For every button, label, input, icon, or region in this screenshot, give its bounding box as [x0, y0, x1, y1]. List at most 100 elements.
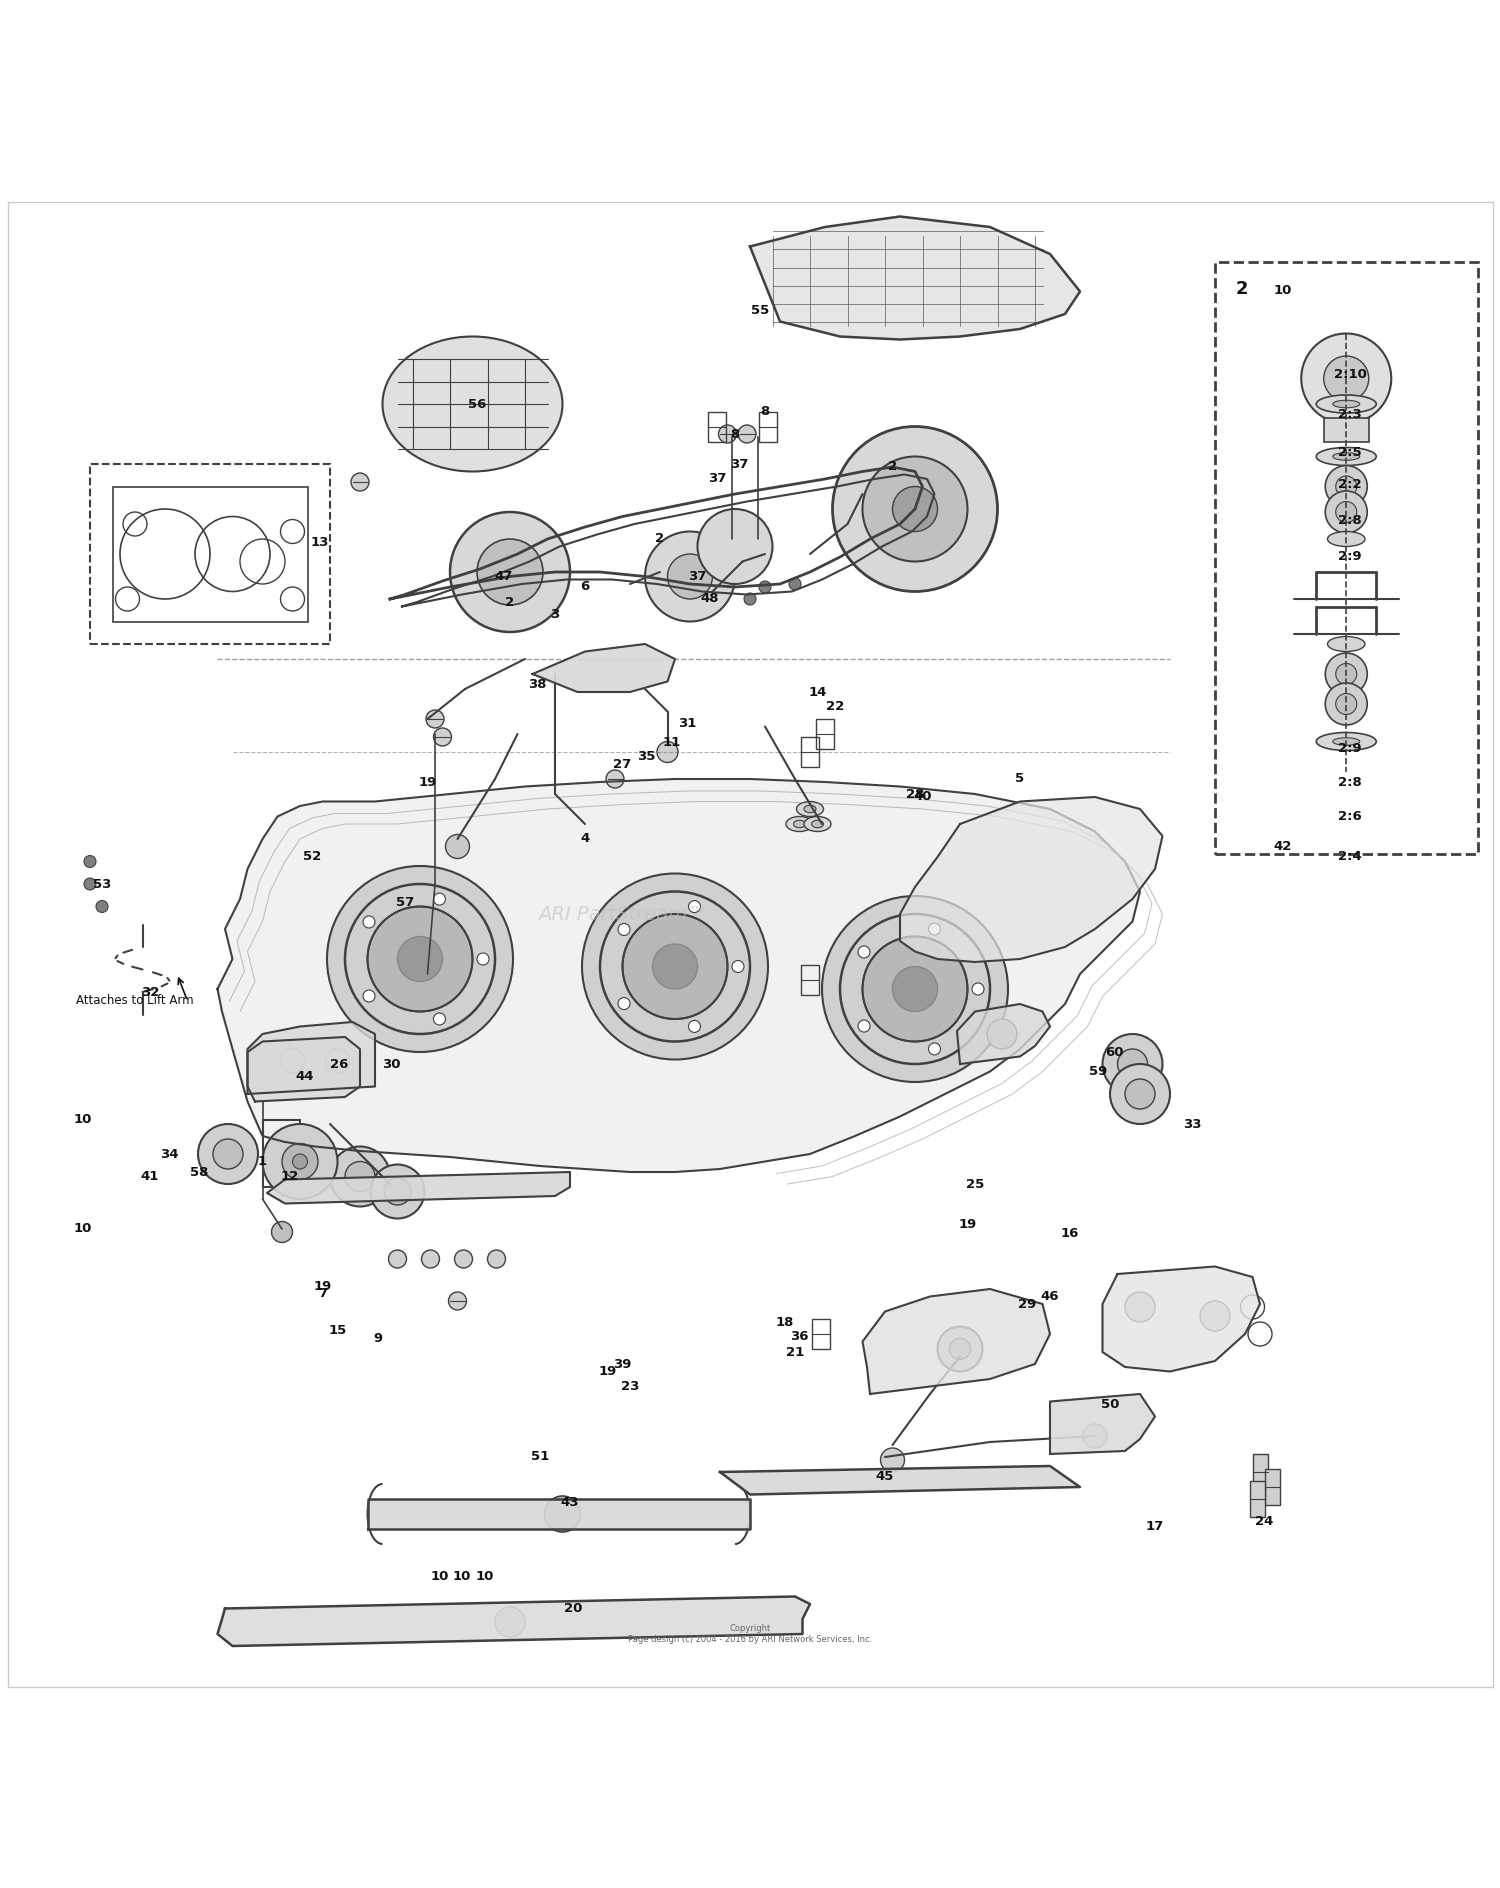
- Bar: [816, 719, 834, 750]
- Text: 2: 2: [888, 461, 897, 474]
- Bar: [759, 412, 777, 442]
- Polygon shape: [368, 1499, 750, 1529]
- Text: 20: 20: [564, 1603, 582, 1614]
- Text: 2: 2: [1236, 279, 1248, 298]
- Text: 2:10: 2:10: [1334, 368, 1366, 381]
- Polygon shape: [750, 217, 1080, 340]
- Text: 59: 59: [1089, 1065, 1107, 1078]
- Text: 2:3: 2:3: [1338, 408, 1362, 421]
- Text: 42: 42: [1274, 840, 1292, 853]
- Text: 9: 9: [374, 1333, 382, 1344]
- Text: 28: 28: [906, 787, 924, 801]
- Polygon shape: [957, 1004, 1050, 1065]
- Circle shape: [618, 997, 630, 1010]
- Text: 36: 36: [790, 1331, 808, 1344]
- Ellipse shape: [1317, 733, 1377, 751]
- Circle shape: [928, 923, 940, 935]
- Text: 48: 48: [700, 593, 718, 606]
- Bar: [708, 412, 726, 442]
- Text: 27: 27: [614, 757, 632, 770]
- Text: 21: 21: [786, 1346, 804, 1359]
- Circle shape: [688, 901, 700, 912]
- Ellipse shape: [1328, 532, 1365, 546]
- Text: 56: 56: [468, 398, 486, 410]
- Ellipse shape: [1328, 636, 1365, 651]
- Ellipse shape: [796, 802, 824, 816]
- Circle shape: [282, 1144, 318, 1180]
- Circle shape: [1118, 1050, 1148, 1080]
- Circle shape: [477, 538, 543, 604]
- Circle shape: [370, 1165, 424, 1218]
- Ellipse shape: [804, 816, 831, 831]
- Text: 2:2: 2:2: [1338, 478, 1362, 491]
- Circle shape: [96, 901, 108, 912]
- Circle shape: [668, 553, 712, 598]
- Text: Attaches to Lift Arm: Attaches to Lift Arm: [76, 995, 194, 1008]
- Polygon shape: [900, 797, 1162, 963]
- Text: 32: 32: [141, 986, 159, 999]
- Circle shape: [422, 1250, 440, 1269]
- Circle shape: [433, 729, 451, 746]
- Text: 3: 3: [550, 608, 560, 621]
- Bar: [812, 1320, 830, 1350]
- Polygon shape: [720, 1465, 1080, 1495]
- Bar: [1252, 1454, 1268, 1490]
- Circle shape: [398, 936, 442, 982]
- Circle shape: [928, 1042, 940, 1055]
- Circle shape: [1326, 683, 1368, 725]
- Circle shape: [1125, 1291, 1155, 1322]
- Circle shape: [972, 984, 984, 995]
- Circle shape: [1110, 1065, 1170, 1123]
- Text: 50: 50: [1101, 1397, 1119, 1410]
- Circle shape: [645, 532, 735, 621]
- Circle shape: [330, 1146, 390, 1206]
- Text: 2:5: 2:5: [1338, 446, 1362, 459]
- Bar: [90, 464, 330, 644]
- Text: 2: 2: [506, 595, 515, 608]
- Circle shape: [433, 1014, 445, 1025]
- Circle shape: [448, 1291, 466, 1310]
- Text: 15: 15: [328, 1325, 346, 1337]
- Text: 40: 40: [914, 791, 932, 804]
- Text: 44: 44: [296, 1069, 314, 1082]
- Text: 25: 25: [966, 1178, 984, 1191]
- Circle shape: [744, 593, 756, 604]
- Circle shape: [789, 578, 801, 589]
- Text: 29: 29: [1019, 1297, 1036, 1310]
- Text: 14: 14: [808, 685, 826, 699]
- Circle shape: [1335, 663, 1356, 685]
- Text: 22: 22: [827, 700, 844, 714]
- Text: 55: 55: [752, 304, 770, 317]
- Polygon shape: [248, 1021, 375, 1093]
- Circle shape: [862, 457, 968, 561]
- Circle shape: [698, 510, 772, 583]
- Text: 51: 51: [531, 1450, 549, 1463]
- Text: 11: 11: [663, 736, 681, 750]
- Circle shape: [1083, 1424, 1107, 1448]
- Circle shape: [351, 474, 369, 491]
- Text: 2: 2: [656, 532, 664, 546]
- Text: 52: 52: [303, 850, 321, 863]
- Circle shape: [495, 1607, 525, 1637]
- Circle shape: [1335, 476, 1356, 497]
- Text: 2:9: 2:9: [1338, 551, 1362, 563]
- Ellipse shape: [1332, 400, 1359, 408]
- Circle shape: [938, 1327, 982, 1371]
- Text: 38: 38: [528, 678, 546, 691]
- Polygon shape: [1102, 1267, 1260, 1371]
- Text: 2:8: 2:8: [1338, 776, 1362, 789]
- Circle shape: [950, 1339, 970, 1359]
- Circle shape: [1300, 334, 1392, 423]
- Bar: [112, 487, 308, 621]
- Text: 17: 17: [1146, 1520, 1164, 1533]
- Circle shape: [454, 1250, 472, 1269]
- Text: 10: 10: [453, 1571, 471, 1584]
- Bar: [1323, 417, 1368, 442]
- Text: 4: 4: [580, 833, 590, 846]
- Circle shape: [450, 512, 570, 632]
- Circle shape: [1200, 1301, 1230, 1331]
- Circle shape: [759, 582, 771, 593]
- Text: 12: 12: [280, 1171, 298, 1184]
- Circle shape: [822, 897, 1008, 1082]
- Ellipse shape: [804, 806, 816, 812]
